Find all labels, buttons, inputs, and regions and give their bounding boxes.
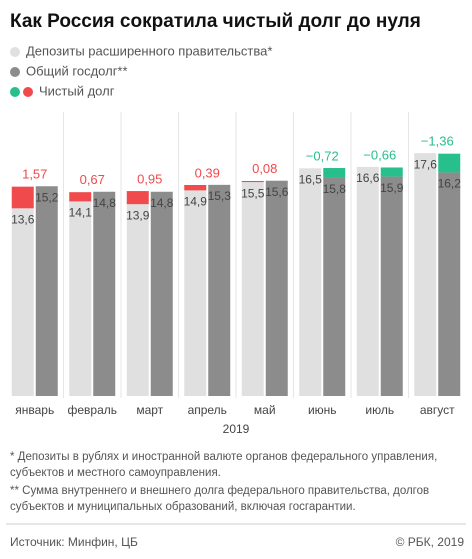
legend-label: Депозиты расширенного правительства* [26, 43, 272, 58]
value-label: 14,1 [69, 206, 93, 220]
legend-marker [10, 47, 20, 57]
value-label: 15,9 [380, 181, 404, 195]
net-label: 0,95 [137, 172, 162, 187]
x-tick-label: февраль [67, 403, 117, 417]
x-tick-label: апрель [188, 403, 227, 417]
x-tick-label: январь [15, 403, 54, 417]
net-label: 0,08 [252, 161, 277, 176]
value-label: 13,6 [11, 212, 35, 226]
x-tick-label: июнь [308, 403, 337, 417]
legend-label: Общий госдолг** [26, 63, 128, 78]
value-label: 14,8 [150, 196, 174, 210]
value-label: 15,8 [323, 182, 347, 196]
net-segment [380, 167, 403, 177]
bar [323, 177, 346, 396]
source: Источник: Минфин, ЦБ [10, 535, 138, 549]
x-tick-label: май [254, 403, 276, 417]
value-label: 13,9 [126, 208, 150, 222]
value-label: 15,3 [208, 189, 232, 203]
x-tick-label: июль [365, 403, 394, 417]
bar [265, 180, 288, 396]
legend-label: Чистый долг [39, 83, 115, 98]
footnote: * Депозиты в рублях и иностранной валюте… [10, 451, 437, 463]
bar [380, 176, 403, 396]
value-label: 16,6 [356, 171, 380, 185]
bar [69, 201, 92, 396]
bar [184, 190, 207, 396]
footnote: ** Сумма внутреннего и внешнего долга фе… [10, 485, 429, 497]
bar [150, 191, 173, 396]
bar [11, 208, 34, 396]
bar [241, 182, 264, 396]
bar [35, 186, 58, 396]
value-label: 16,2 [438, 177, 462, 191]
x-tick-label: март [136, 403, 163, 417]
copyright: © РБК, 2019 [396, 535, 465, 549]
net-segment [241, 180, 264, 183]
value-label: 15,6 [265, 185, 289, 199]
net-label: 1,57 [22, 167, 47, 182]
bar [356, 166, 379, 396]
value-label: 16,5 [299, 172, 323, 186]
bar [438, 172, 461, 396]
legend-marker [10, 87, 20, 97]
bar [299, 168, 322, 396]
net-label: 0,39 [195, 165, 220, 180]
value-label: 17,6 [414, 157, 438, 171]
x-tick-label: август [420, 403, 455, 417]
net-segment [323, 168, 346, 178]
value-label: 14,9 [184, 195, 208, 209]
net-label: −0,72 [306, 148, 339, 163]
net-label: −0,66 [363, 147, 396, 162]
net-segment [184, 184, 207, 191]
bar [414, 153, 437, 396]
x-axis-label: 2019 [223, 422, 250, 436]
bar [208, 184, 231, 396]
legend-marker [23, 87, 33, 97]
bar [126, 204, 149, 396]
value-label: 15,2 [35, 190, 59, 204]
net-segment [69, 192, 92, 202]
footnote: субъектов и местного самоуправления. [10, 467, 221, 479]
value-label: 14,8 [93, 196, 117, 210]
net-segment [11, 186, 34, 209]
net-segment [438, 153, 461, 173]
bar [93, 191, 116, 396]
chart-title: Как Россия сократила чистый долг до нуля [10, 11, 421, 32]
net-label: 0,67 [80, 172, 105, 187]
value-label: 15,5 [241, 186, 265, 200]
net-segment [126, 191, 149, 205]
footnote: субъектов и муниципальных образований, в… [10, 501, 356, 513]
legend-marker [10, 67, 20, 77]
net-label: −1,36 [421, 134, 454, 149]
